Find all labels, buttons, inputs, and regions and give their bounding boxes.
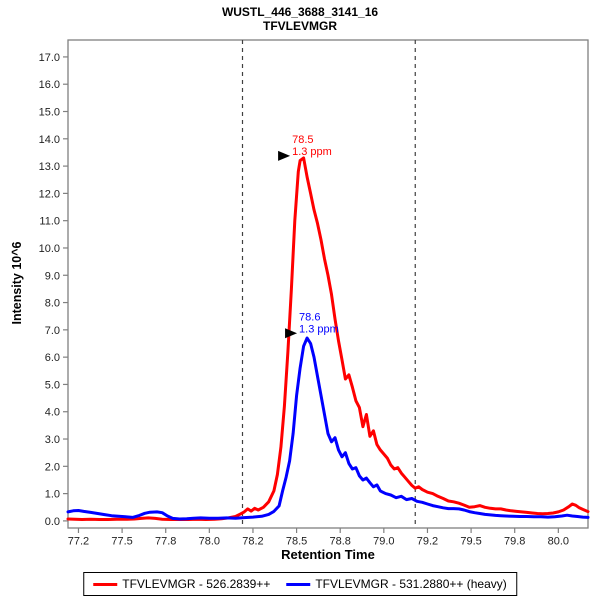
light-series-swatch bbox=[93, 582, 118, 586]
peak-ppm-annotation: 1.3 ppm bbox=[292, 146, 332, 158]
legend-item-light: TFVLEVMGR - 526.2839++ bbox=[93, 577, 270, 591]
x-tick-label: 77.8 bbox=[155, 536, 176, 548]
x-tick-label: 79.8 bbox=[504, 536, 525, 548]
y-tick-label: 7.0 bbox=[45, 325, 60, 337]
x-tick-label: 77.2 bbox=[68, 536, 89, 548]
y-tick-label: 17.0 bbox=[39, 52, 60, 64]
peak-pointer-arrow bbox=[285, 328, 298, 339]
chart-title: WUSTL_446_3688_3141_16 bbox=[221, 5, 379, 19]
y-tick-label: 10.0 bbox=[39, 243, 60, 255]
y-tick-label: 14.0 bbox=[39, 134, 60, 146]
y-tick-label: 8.0 bbox=[45, 298, 60, 310]
peak-rt-annotation: 78.6 bbox=[299, 311, 320, 323]
x-tick-label: 78.0 bbox=[199, 536, 220, 548]
peak-ppm-annotation: 1.3 ppm bbox=[299, 323, 339, 335]
y-tick-label: 15.0 bbox=[39, 107, 60, 119]
y-tick-label: 16.0 bbox=[39, 79, 60, 91]
legend: TFVLEVMGR - 526.2839++ TFVLEVMGR - 531.2… bbox=[83, 572, 517, 596]
y-tick-label: 5.0 bbox=[45, 379, 60, 391]
y-tick-label: 1.0 bbox=[45, 489, 60, 501]
chart-subtitle: TFVLEVMGR bbox=[263, 19, 337, 33]
y-tick-label: 12.0 bbox=[39, 188, 60, 200]
light-series-label: TFVLEVMGR - 526.2839++ bbox=[122, 577, 271, 591]
y-tick-label: 3.0 bbox=[45, 434, 60, 446]
heavy-series-swatch bbox=[286, 582, 311, 586]
peak-rt-annotation: 78.5 bbox=[292, 134, 313, 146]
y-tick-label: 9.0 bbox=[45, 270, 60, 282]
x-axis-label: Retention Time bbox=[281, 547, 375, 562]
y-tick-label: 0.0 bbox=[45, 516, 60, 528]
x-tick-label: 79.5 bbox=[460, 536, 481, 548]
x-tick-label: 78.2 bbox=[242, 536, 263, 548]
plot-border bbox=[67, 39, 589, 529]
trace-heavy[interactable] bbox=[66, 336, 590, 521]
x-tick-label: 79.2 bbox=[417, 536, 438, 548]
y-tick-label: 4.0 bbox=[45, 407, 60, 419]
title-block: WUSTL_446_3688_3141_16 TFVLEVMGR bbox=[0, 5, 600, 33]
y-tick-label: 6.0 bbox=[45, 352, 60, 364]
y-tick-label: 11.0 bbox=[39, 216, 60, 228]
x-tick-label: 80.0 bbox=[548, 536, 569, 548]
y-tick-label: 13.0 bbox=[39, 161, 60, 173]
legend-item-heavy: TFVLEVMGR - 531.2880++ (heavy) bbox=[286, 577, 507, 591]
x-tick-label: 78.5 bbox=[286, 536, 307, 548]
x-tick-label: 78.8 bbox=[330, 536, 351, 548]
y-tick-label: 2.0 bbox=[45, 461, 60, 473]
heavy-series-label: TFVLEVMGR - 531.2880++ (heavy) bbox=[315, 577, 507, 591]
x-tick-label: 79.0 bbox=[373, 536, 394, 548]
x-tick-label: 77.5 bbox=[111, 536, 132, 548]
peak-pointer-arrow bbox=[278, 150, 291, 161]
